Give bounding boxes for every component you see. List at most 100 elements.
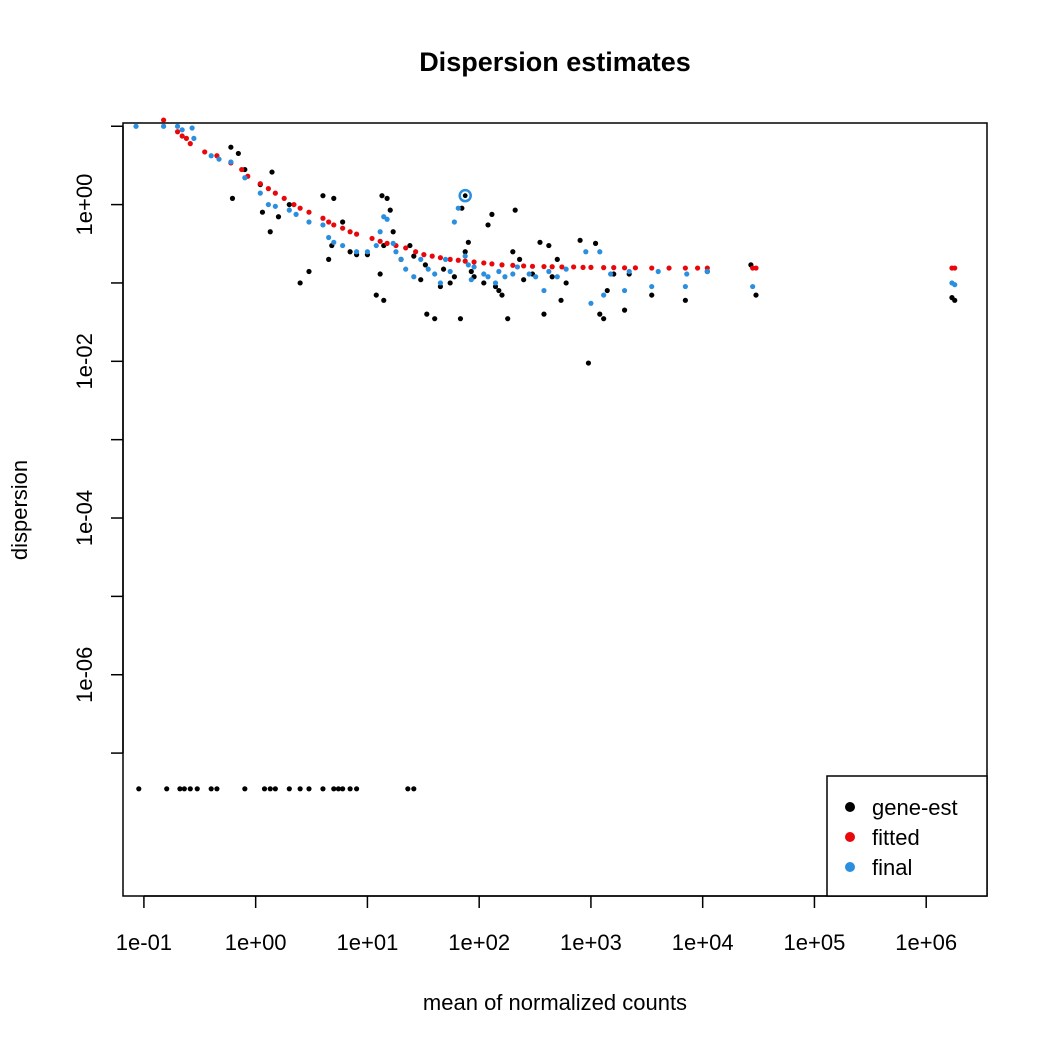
legend-label-final: final: [872, 855, 912, 880]
point-gene-est: [340, 786, 346, 792]
point-gene-est: [320, 786, 326, 792]
point-gene-est: [521, 277, 527, 283]
point-final: [597, 249, 603, 255]
point-final: [228, 159, 234, 165]
point-fitted: [588, 264, 594, 270]
point-final: [750, 283, 756, 290]
point-fitted: [580, 264, 586, 270]
point-gene-est: [601, 316, 607, 322]
point-fitted: [611, 265, 617, 271]
point-gene-est: [272, 786, 278, 792]
point-fitted: [306, 209, 312, 215]
point-final: [583, 249, 589, 255]
point-gene-est: [242, 786, 248, 792]
point-fitted: [682, 265, 688, 271]
point-gene-est: [267, 229, 273, 235]
point-fitted: [239, 166, 245, 173]
point-final: [216, 156, 222, 162]
point-fitted: [353, 231, 360, 237]
point-gene-est: [320, 193, 326, 199]
point-fitted: [437, 255, 444, 261]
point-gene-est: [335, 786, 342, 792]
point-gene-est: [457, 316, 464, 322]
point-gene-est: [177, 786, 183, 792]
point-fitted: [541, 263, 547, 270]
point-gene-est: [465, 239, 471, 245]
point-fitted: [649, 265, 655, 271]
point-fitted: [621, 265, 628, 271]
point-fitted: [471, 259, 477, 265]
point-gene-est: [297, 786, 303, 792]
point-fitted: [601, 265, 607, 271]
point-final: [655, 268, 661, 275]
y-axis-label: dispersion: [7, 460, 32, 560]
point-final: [179, 127, 185, 133]
point-gene-est: [136, 786, 142, 792]
point-final: [286, 207, 292, 213]
point-gene-est: [326, 256, 332, 262]
point-gene-est: [432, 316, 438, 322]
point-gene-est: [194, 786, 200, 792]
point-final: [496, 268, 502, 275]
point-fitted: [369, 235, 375, 242]
point-fitted: [326, 219, 332, 225]
x-tick-label: 1e+05: [784, 930, 846, 955]
point-final: [546, 268, 552, 275]
point-gene-est: [297, 280, 303, 286]
x-tick-label: 1e-01: [116, 930, 172, 955]
point-fitted: [521, 263, 527, 269]
x-tick-label: 1e+00: [225, 930, 287, 955]
point-final: [588, 300, 594, 306]
point-fitted: [183, 135, 189, 141]
point-fitted: [462, 258, 468, 264]
point-fitted: [753, 265, 759, 271]
point-final: [191, 135, 197, 141]
point-final: [442, 256, 449, 262]
point-gene-est: [259, 209, 266, 215]
point-gene-est: [649, 292, 655, 298]
point-gene-est: [411, 253, 417, 259]
point-final: [682, 283, 688, 290]
point-final: [326, 234, 332, 241]
point-fitted: [297, 205, 303, 211]
legend-marker-final: [845, 862, 855, 872]
point-gene-est: [422, 262, 428, 268]
point-gene-est: [267, 786, 273, 792]
point-fitted: [202, 149, 208, 155]
point-final: [492, 280, 499, 286]
point-gene-est: [418, 277, 424, 283]
point-gene-est: [546, 242, 552, 249]
point-gene-est: [353, 786, 360, 792]
point-gene-est: [208, 786, 214, 792]
point-final: [514, 264, 521, 270]
legend-marker-gene-est: [845, 802, 855, 812]
point-gene-est: [554, 256, 560, 262]
point-gene-est: [261, 786, 268, 792]
point-gene-est: [275, 214, 282, 220]
point-gene-est: [492, 283, 499, 290]
point-gene-est: [390, 229, 396, 235]
point-gene-est: [537, 239, 543, 245]
y-tick-label: 1e-02: [72, 333, 97, 389]
point-final: [447, 268, 453, 275]
point-fitted: [559, 264, 565, 270]
point-gene-est: [347, 249, 353, 255]
point-gene-est: [379, 193, 385, 199]
point-final: [390, 240, 396, 246]
point-gene-est: [549, 274, 555, 280]
point-final: [393, 249, 399, 255]
x-axis: 1e-01 1e+00 1e+01 1e+02 1e+03 1e+04 1e+05 1e+06: [116, 895, 957, 955]
point-fitted: [179, 133, 185, 139]
point-final: [403, 266, 409, 272]
point-final: [608, 271, 614, 277]
point-fitted: [281, 195, 287, 201]
point-gene-est: [269, 169, 275, 175]
point-gene-est: [481, 280, 487, 286]
point-gene-est: [592, 240, 599, 246]
point-gene-est: [577, 237, 583, 243]
point-gene-est: [187, 786, 193, 792]
point-gene-est: [387, 207, 393, 213]
point-gene-est: [585, 360, 592, 366]
point-gene-est: [447, 280, 453, 286]
